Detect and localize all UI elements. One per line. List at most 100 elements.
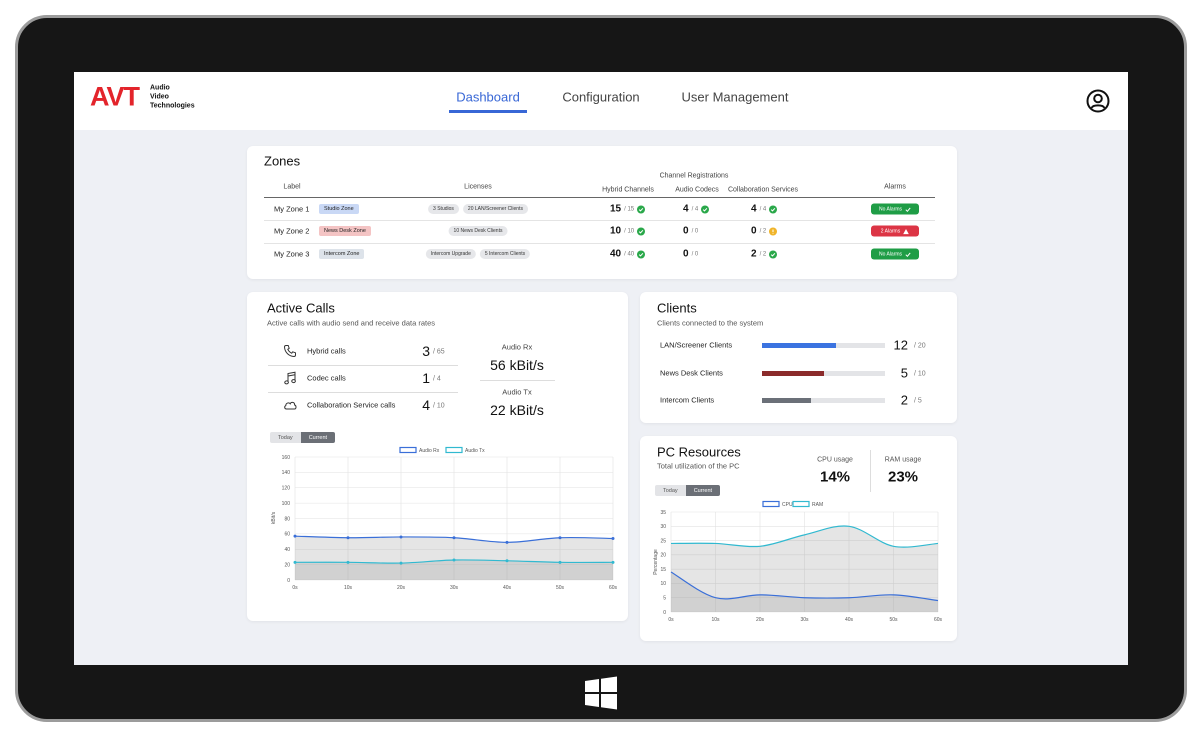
nav-link[interactable]: Configuration [562,89,640,105]
toggle-button[interactable]: Current [300,432,336,443]
pc-resources-card: PC Resources Total utilization of the PC C… [640,436,957,641]
x-tick-label: 10s [344,585,353,591]
license-pill: 10 News Desk Clients [448,226,508,236]
y-tick-label: 160 [282,455,291,461]
total: / 2 [759,251,767,257]
series-area [295,536,613,580]
check [703,207,708,212]
range-toggle: Today Current [270,432,336,443]
zone-tag: Intercom Zone [319,249,365,259]
status-dot [701,205,710,213]
series-area [671,525,938,612]
toggle-button[interactable]: Current [685,485,721,496]
x-tick-label: 20s [397,585,406,591]
legend-label: Audio Tx [465,448,485,454]
y-tick-label: 100 [282,501,291,507]
column-header: Collaboration Services [727,186,799,194]
clients-card: Clients Clients connected to the system LA… [640,292,957,423]
windows-button[interactable] [584,676,618,710]
alarm-icon [903,228,910,234]
zone-tag: Studio Zone [319,204,359,214]
status-icon [637,250,646,258]
x-tick-label: 40s [845,617,854,623]
card-title: Zones [264,153,301,169]
check [905,252,911,257]
count: 10 [610,225,622,237]
column-header: Alarms [884,183,906,191]
x-tick-label: 60s [609,585,618,591]
row-separator [264,243,935,244]
count: 40 [610,248,622,260]
client-total: / 5 [914,397,922,405]
y-tick-label: 20 [660,553,666,559]
logo-subtitle: Technologies [150,102,195,110]
toggle-button[interactable]: Today [655,485,686,496]
nav-underline [449,110,527,113]
y-tick-label: 140 [282,470,291,476]
licenses: 10 News Desk Clients [448,226,508,236]
nav-link[interactable]: Dashboard [456,89,520,105]
series-line [670,571,939,602]
count: 0 [683,225,689,237]
client-total: / 10 [914,370,926,378]
data-point [505,559,509,563]
x-tick-label: 40s [503,585,512,591]
nav-link[interactable]: User Management [681,89,789,105]
toggle-button[interactable]: Today [270,432,301,443]
check [638,207,644,212]
user-icon[interactable] [1086,89,1110,113]
client-count: 2 [900,392,908,408]
card-subtitle: Total utilization of the PC [657,461,740,471]
data-point [346,536,350,540]
licenses: Intercom Upgrade 5 Intercom Clients [425,249,531,259]
range-toggle: Today Current [655,485,721,496]
column-header: Hybrid Channels [602,186,654,194]
data-point [611,560,615,564]
client-label: News Desk Clients [660,368,723,378]
rate-value: 22 kBit/s [490,402,544,418]
data-point [611,536,615,540]
alarm-badge: No Alarms [871,203,919,215]
header-rule [264,197,935,198]
total: / 4 [759,206,767,212]
call-icon [284,401,297,410]
total: / 40 [624,251,635,257]
legend-label: RAM [812,502,823,508]
status-icon [769,227,778,235]
zone-name: My Zone 2 [274,226,310,236]
license-pill: 3 Studios [428,204,459,214]
call-count: 3 [422,343,430,359]
card-title: PC Resources [657,444,741,460]
line-chart: 0 20 40 60 80 100 120 140 160 0s 10s 20s 30s 40s 50s 60… [271,446,618,591]
data-point [505,540,509,544]
status-dot [769,205,778,213]
count: 4 [683,203,689,215]
x-tick-label: 30s [450,585,459,591]
card-title: Clients [657,300,697,316]
column-header: Label [283,183,301,191]
warning [903,228,910,234]
logo-subtitle: Audio [150,84,170,92]
metric-label: CPU usage [817,456,853,464]
y-tick-label: 20 [284,562,290,568]
channel-count: 40/ 40 [610,248,646,260]
alarm-icon [905,207,911,212]
channel-count: 0/ 0 [683,249,698,260]
call-label: Codec calls [307,373,346,383]
data-point [452,536,456,540]
data-point [399,561,403,565]
x-tick-label: 60s [934,617,943,623]
data-point [346,560,350,564]
row-separator [264,220,935,221]
data-point [558,536,562,540]
rate-label: Audio Tx [502,387,532,397]
metric-value: 23% [887,468,919,486]
call-count: 1 [422,370,430,386]
x-tick-label: 50s [889,617,898,623]
metric-divider [870,450,871,492]
y-tick-label: 60 [284,532,290,538]
channel-count: 10/ 10 [610,225,646,237]
series-line [670,525,939,548]
screen: AVT Audio Video Technologies Dashboard Config… [74,72,1128,665]
